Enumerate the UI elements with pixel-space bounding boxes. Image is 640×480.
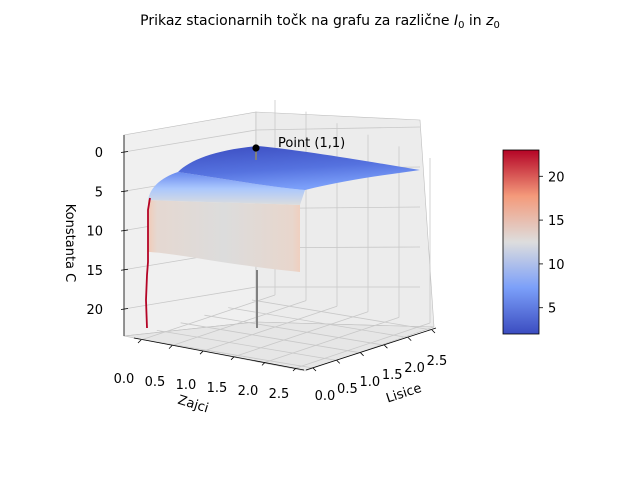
z-gridline-right — [255, 126, 421, 131]
y-axis-label: Lisice — [384, 381, 423, 407]
y-tick — [384, 344, 388, 349]
x-gridline-floor — [295, 322, 431, 369]
z-tick — [120, 308, 129, 310]
x-tick-label: 0.0 — [114, 372, 135, 387]
y-tick-label: 1.0 — [359, 375, 380, 390]
x-gridline-floor — [171, 300, 307, 346]
y-tick-label: 2.5 — [427, 354, 448, 369]
y-tick-label: 0.0 — [315, 389, 336, 404]
z-tick — [120, 268, 129, 271]
z-tick-label: 20 — [86, 303, 103, 318]
x-tick — [230, 356, 235, 361]
surface-curl — [148, 172, 305, 205]
x-tick-label: 1.0 — [176, 378, 197, 393]
surface-red-edge — [145, 197, 151, 329]
x-tick-label: 2.0 — [238, 384, 259, 399]
z-tick — [120, 151, 129, 153]
x-gridline-floor — [202, 305, 338, 352]
y-tick — [407, 337, 412, 341]
annotation-marker — [252, 144, 260, 152]
y-tick — [431, 329, 436, 334]
z-tick-label: 10 — [86, 225, 103, 240]
z-tick — [120, 229, 129, 232]
chart-title: Prikaz stacionarnih točk na grafu za raz… — [140, 13, 500, 31]
floor-pane — [123, 321, 435, 372]
x-tick-labels: 0.0 0.5 1.0 1.5 2.0 2.5 — [114, 372, 290, 402]
surface-wall — [148, 200, 300, 272]
y-tick — [336, 360, 341, 364]
colorbar-ticks: 5 10 15 20 — [539, 170, 565, 317]
colorbar-tick-label: 15 — [548, 214, 565, 229]
z-tick-label: 15 — [86, 264, 103, 279]
x-axis-line — [133, 337, 305, 371]
x-tick-label: 2.5 — [269, 387, 290, 402]
x-tick — [168, 345, 173, 349]
z-gridline-left — [123, 129, 257, 153]
y-tick-labels: 0.0 0.5 1.0 1.5 2.0 2.5 — [315, 354, 448, 404]
y-gridline-floor — [156, 330, 337, 361]
x-tick — [261, 362, 266, 366]
x-gridline-floor — [233, 311, 369, 358]
y-tick-label: 2.0 — [404, 361, 425, 376]
colorbar — [502, 149, 540, 335]
y-gridline-floor — [132, 337, 314, 369]
x-gridline-floor — [140, 294, 276, 341]
y-gridline-floor — [251, 299, 433, 331]
surface-top — [178, 146, 420, 190]
y-gridline-floor — [180, 322, 361, 354]
x-tick-label: 1.5 — [207, 381, 228, 396]
x-axis-label: Zajci — [176, 393, 210, 416]
y-tick-label: 1.5 — [382, 368, 403, 383]
z-tick — [120, 190, 129, 193]
x-tick — [199, 350, 204, 355]
x-tick — [137, 339, 142, 344]
annotation-label: Point (1,1) — [278, 136, 345, 151]
x-tick-label: 0.5 — [145, 375, 166, 390]
colorbar-tick-label: 10 — [548, 258, 565, 273]
y-gridline-floor — [204, 314, 385, 346]
x-gridline-floor — [264, 317, 400, 363]
tick-marks — [120, 151, 436, 372]
y-tick — [312, 367, 317, 372]
y-tick-label: 0.5 — [337, 382, 358, 397]
colorbar-tick-label: 5 — [548, 302, 556, 317]
x-tick — [292, 367, 297, 372]
y-axis-line — [305, 327, 437, 371]
z-tick-label: 0 — [95, 146, 103, 161]
colorbar-tick-label: 20 — [548, 170, 565, 185]
z-axis-label: Konstanta C — [62, 204, 77, 282]
y-tick — [360, 352, 364, 357]
z-tick-label: 5 — [95, 185, 103, 200]
z-tick-labels: 0 5 10 15 20 — [86, 146, 103, 318]
y-gridline-floor — [228, 307, 409, 338]
